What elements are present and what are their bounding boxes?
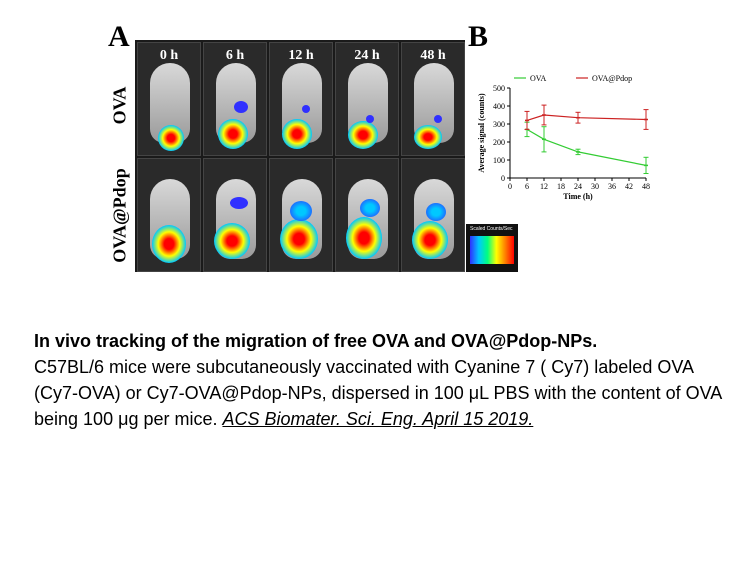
time-label-12h: 12 h [288,48,314,63]
y-axis-label: Average signal (counts) [477,93,486,173]
panel-a-letter: A [108,20,130,53]
x-tick-label: 6 [525,182,529,191]
time-label-6h: 6 h [225,48,245,63]
x-tick-label: 48 [642,182,650,191]
signal-line-chart: 0 6 12 18 24 30 36 42 48 0 100 200 300 400 500 Time (h)… [477,74,650,201]
image-ova-12h [269,42,333,156]
scale-gradient [470,236,514,264]
image-ova-pdop-12h [269,158,333,272]
y-tick-label: 100 [493,156,505,165]
legend-label-0: OVA [530,74,547,83]
x-tick-label: 36 [608,182,616,191]
x-tick-label: 12 [540,182,548,191]
caption-body: C57BL/6 mice were subcutaneously vaccina… [34,357,722,429]
y-tick-label: 0 [501,174,505,183]
image-ova-48h [401,42,465,156]
caption-title: In vivo tracking of the migration of fre… [34,331,598,351]
y-tick-label: 500 [493,84,505,93]
x-tick-label: 24 [574,182,582,191]
x-tick-label: 0 [508,182,512,191]
legend-label-1: OVA@Pdop [592,74,632,83]
y-tick-label: 200 [493,138,505,147]
figure-caption: In vivo tracking of the migration of fre… [34,328,734,432]
imaging-grid: 0 h 6 h 12 h 24 h 48 h [135,40,465,272]
image-ova-0h [137,42,201,156]
row-label-ova: OVA [109,86,130,125]
x-tick-label: 42 [625,182,633,191]
image-ova-pdop-48h [401,158,465,272]
color-scale-bar: Scaled Counts/Sec [466,224,518,272]
y-tick-label: 300 [493,120,505,129]
image-ova-pdop-24h [335,158,399,272]
time-label-24h: 24 h [354,48,380,63]
image-ova-pdop-6h [203,158,267,272]
x-tick-label: 30 [591,182,599,191]
image-ova-24h [335,42,399,156]
x-tick-label: 18 [557,182,565,191]
series-line-1 [526,114,647,121]
scale-bar-title: Scaled Counts/Sec [470,226,513,232]
x-axis-label: Time (h) [563,192,593,201]
panel-b-letter: B [468,20,489,53]
y-tick-label: 400 [493,102,505,111]
caption-citation-link[interactable]: ACS Biomater. Sci. Eng. April 15 2019. [222,409,534,429]
time-label-48h: 48 h [420,48,446,63]
row-label-ova-pdop: OVA@Pdop [109,168,130,263]
image-ova-6h [203,42,267,156]
series-line-0 [526,128,647,166]
time-label-0h: 0 h [159,48,179,63]
image-ova-pdop-0h [137,158,201,272]
